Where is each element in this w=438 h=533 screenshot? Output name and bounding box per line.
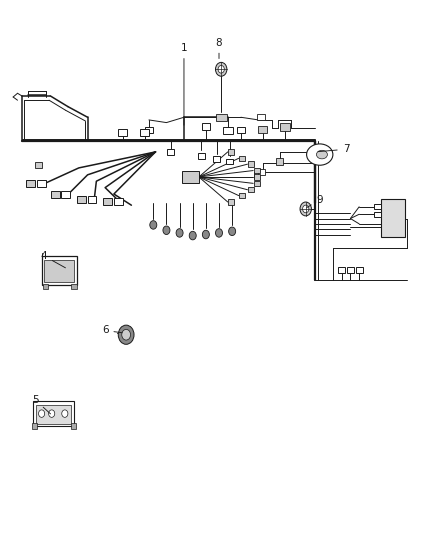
Circle shape <box>150 221 157 229</box>
FancyBboxPatch shape <box>61 191 70 198</box>
Bar <box>44 260 74 282</box>
FancyBboxPatch shape <box>51 191 60 198</box>
FancyBboxPatch shape <box>77 196 86 203</box>
Bar <box>229 149 234 155</box>
Text: 9: 9 <box>307 195 323 207</box>
Text: 8: 8 <box>215 38 223 59</box>
Text: 7: 7 <box>318 144 350 154</box>
FancyBboxPatch shape <box>37 180 46 187</box>
Bar <box>248 187 254 192</box>
Bar <box>381 199 405 237</box>
FancyBboxPatch shape <box>213 156 220 162</box>
Bar <box>257 114 265 120</box>
Circle shape <box>163 226 170 235</box>
Bar <box>229 199 234 205</box>
Bar <box>240 193 245 198</box>
Circle shape <box>176 229 183 237</box>
Ellipse shape <box>307 144 333 165</box>
FancyBboxPatch shape <box>202 123 210 130</box>
FancyBboxPatch shape <box>88 196 96 203</box>
FancyBboxPatch shape <box>374 212 381 217</box>
Text: 6: 6 <box>102 326 122 335</box>
Circle shape <box>62 410 68 417</box>
Circle shape <box>300 202 311 216</box>
Circle shape <box>215 229 223 237</box>
FancyBboxPatch shape <box>237 127 245 133</box>
Bar <box>258 169 265 175</box>
Bar <box>258 126 267 133</box>
Circle shape <box>49 410 55 417</box>
Bar <box>276 158 283 165</box>
Bar <box>43 284 48 289</box>
Bar <box>71 284 77 289</box>
FancyBboxPatch shape <box>167 149 174 155</box>
FancyBboxPatch shape <box>114 198 123 205</box>
Bar <box>254 181 259 186</box>
Circle shape <box>215 62 227 76</box>
Text: 4: 4 <box>40 251 65 268</box>
Circle shape <box>218 66 224 73</box>
Text: 5: 5 <box>32 395 50 414</box>
FancyBboxPatch shape <box>356 268 363 273</box>
Bar <box>215 114 227 120</box>
FancyBboxPatch shape <box>145 127 153 133</box>
Bar <box>240 156 245 161</box>
Bar <box>254 174 259 180</box>
FancyBboxPatch shape <box>223 127 233 134</box>
Circle shape <box>122 329 131 340</box>
FancyBboxPatch shape <box>118 129 127 136</box>
Bar <box>33 401 74 426</box>
Bar <box>71 423 76 429</box>
Circle shape <box>118 325 134 344</box>
Bar <box>36 405 71 424</box>
FancyBboxPatch shape <box>198 152 205 159</box>
Ellipse shape <box>316 150 328 159</box>
Circle shape <box>229 227 236 236</box>
Circle shape <box>303 205 309 213</box>
FancyBboxPatch shape <box>347 268 354 273</box>
FancyBboxPatch shape <box>26 180 35 187</box>
Bar <box>42 256 77 285</box>
FancyBboxPatch shape <box>226 159 233 164</box>
Circle shape <box>39 410 45 417</box>
FancyBboxPatch shape <box>374 204 381 209</box>
Bar <box>35 162 42 168</box>
Bar <box>248 161 254 167</box>
FancyBboxPatch shape <box>338 268 345 273</box>
Circle shape <box>189 231 196 240</box>
Bar <box>32 423 37 429</box>
Text: 1: 1 <box>180 43 187 125</box>
FancyBboxPatch shape <box>103 198 112 205</box>
Bar <box>182 171 199 183</box>
Bar <box>280 123 290 131</box>
Bar <box>254 168 259 173</box>
FancyBboxPatch shape <box>140 129 149 136</box>
Circle shape <box>202 230 209 239</box>
